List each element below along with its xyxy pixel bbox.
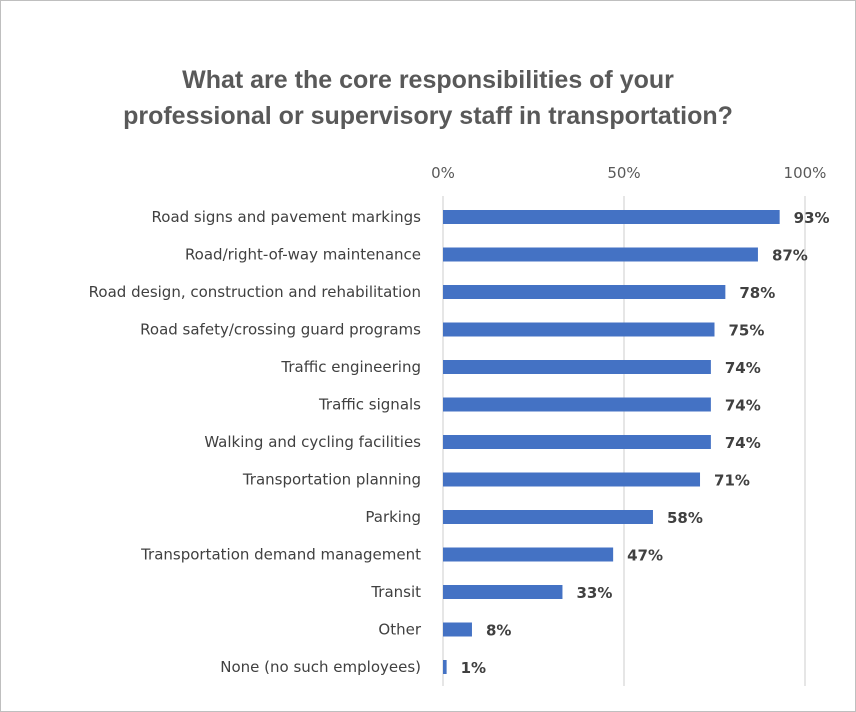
category-label-0: Road signs and pavement markings <box>152 208 422 226</box>
bars <box>443 210 780 674</box>
bar-4 <box>443 360 711 374</box>
bar-9 <box>443 547 614 562</box>
value-label-0: 93% <box>794 209 830 227</box>
value-label-4: 74% <box>725 359 761 377</box>
category-label-12: None (no such employees) <box>220 658 421 676</box>
chart-title: What are the core responsibilities of yo… <box>0 62 856 134</box>
bar-11 <box>443 622 472 637</box>
value-label-7: 71% <box>714 472 750 490</box>
x-axis-ticks: 0% 50% 100% <box>431 164 826 182</box>
chart-title-line-1: What are the core responsibilities of yo… <box>182 66 674 94</box>
category-label-5: Traffic signals <box>318 396 421 414</box>
category-label-9: Transportation demand management <box>140 546 421 564</box>
category-label-10: Transit <box>370 583 421 601</box>
bar-1 <box>443 247 758 262</box>
x-tick-label-0: 0% <box>431 164 455 182</box>
bar-2 <box>443 285 726 299</box>
chart-title-line-2: professional or supervisory staff in tra… <box>123 102 733 130</box>
category-label-6: Walking and cycling facilities <box>204 433 421 451</box>
bar-3 <box>443 322 715 337</box>
x-tick-label-100: 100% <box>784 164 827 182</box>
bar-5 <box>443 397 711 412</box>
value-label-8: 58% <box>667 509 703 527</box>
value-label-6: 74% <box>725 434 761 452</box>
bar-6 <box>443 435 711 449</box>
category-label-3: Road safety/crossing guard programs <box>140 321 421 339</box>
category-label-1: Road/right-of-way maintenance <box>185 246 421 264</box>
category-labels: Road signs and pavement markings Road/rig… <box>89 208 422 676</box>
category-label-4: Traffic engineering <box>280 358 421 376</box>
bar-12 <box>443 660 447 674</box>
value-label-10: 33% <box>576 584 612 602</box>
value-label-5: 74% <box>725 397 761 415</box>
category-label-11: Other <box>378 621 421 639</box>
category-label-8: Parking <box>365 508 421 526</box>
bar-0 <box>443 210 780 224</box>
value-label-9: 47% <box>627 547 663 565</box>
bar-7 <box>443 472 701 487</box>
x-tick-label-50: 50% <box>607 164 640 182</box>
value-label-3: 75% <box>729 322 765 340</box>
bar-10 <box>443 585 563 599</box>
value-label-12: 1% <box>461 659 486 677</box>
bar-8 <box>443 510 653 524</box>
value-labels: 93% 87% 78% 75% 74% 74% 74% 71% 58% 47% 33% 8% 1% <box>461 209 830 677</box>
category-label-2: Road design, construction and rehabilita… <box>89 283 421 301</box>
category-label-7: Transportation planning <box>242 471 421 489</box>
value-label-1: 87% <box>772 247 808 265</box>
value-label-11: 8% <box>486 622 511 640</box>
value-label-2: 78% <box>739 284 775 302</box>
